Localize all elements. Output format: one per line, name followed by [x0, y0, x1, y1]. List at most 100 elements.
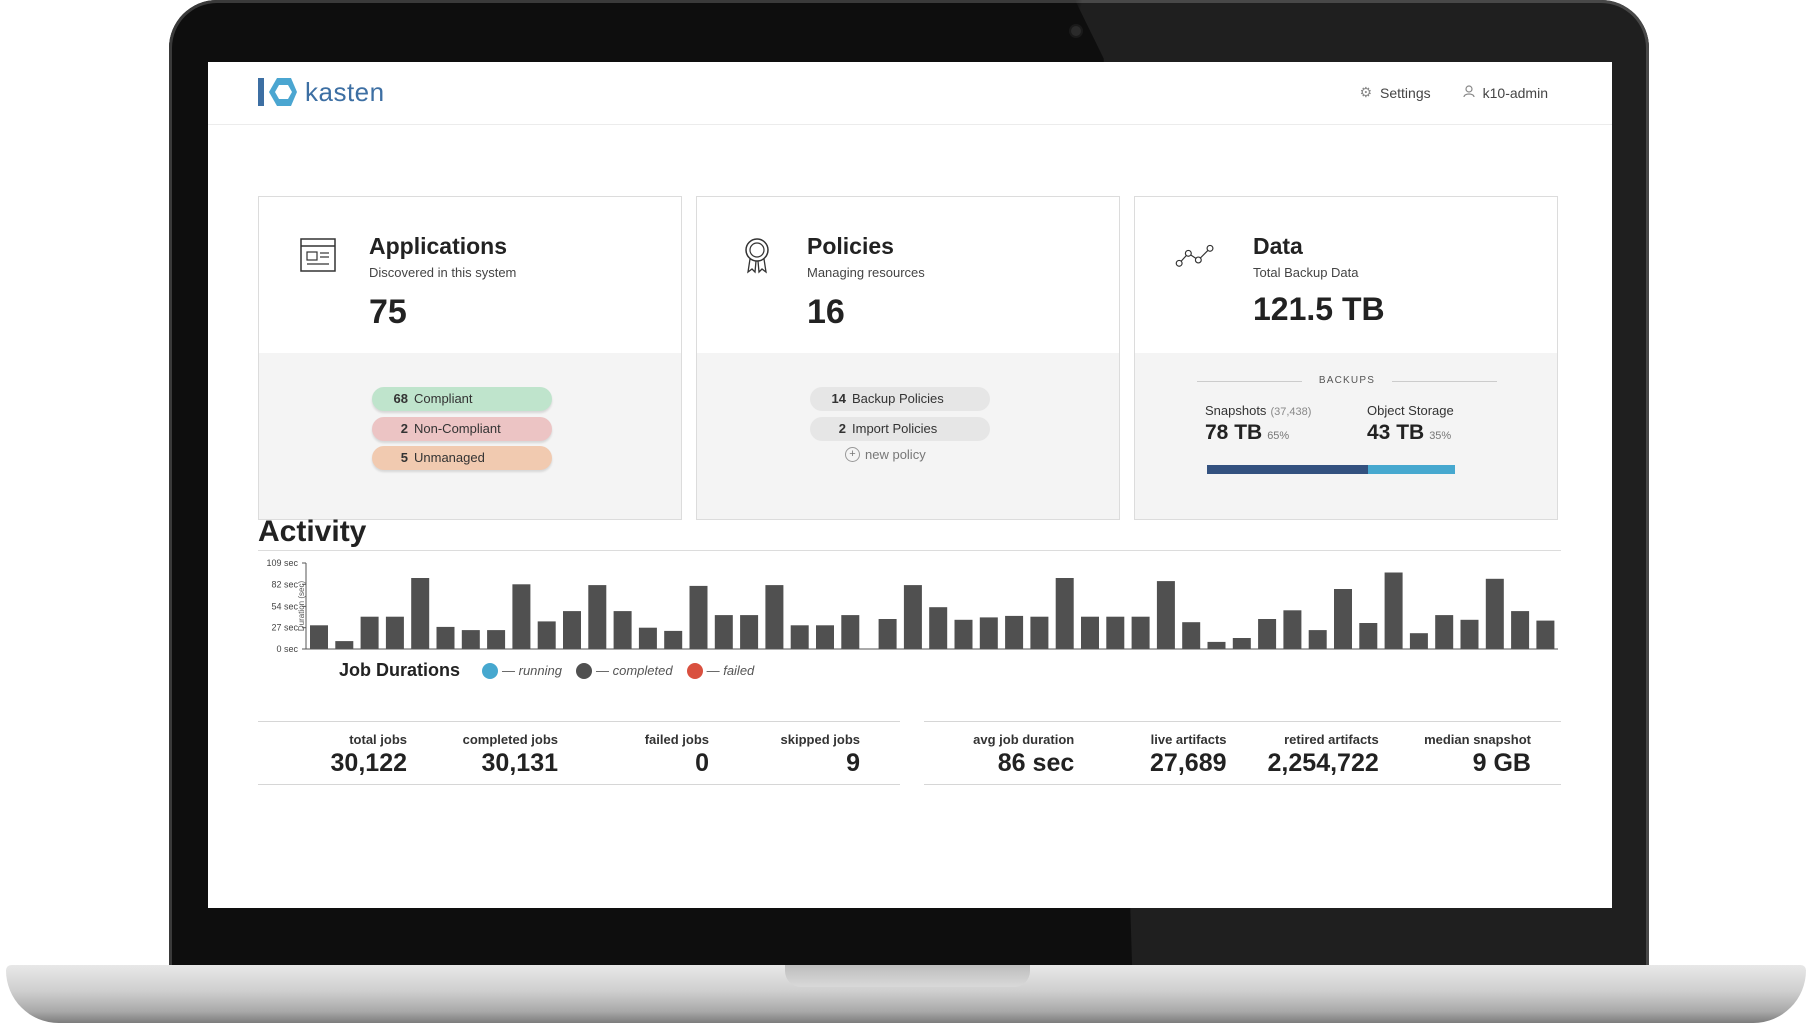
duration-bar[interactable] [461, 630, 480, 649]
duration-bar[interactable] [1283, 610, 1302, 649]
duration-bar[interactable] [1106, 616, 1125, 649]
duration-bar[interactable] [954, 619, 973, 649]
job-stats-right: avg job duration 86 sec live artifacts 2… [924, 721, 1561, 785]
duration-bar[interactable] [1536, 620, 1555, 649]
legend-completed[interactable]: — completed [576, 662, 673, 679]
duration-bar[interactable] [979, 617, 998, 649]
logo-text: kasten [305, 76, 385, 107]
policies-card-body: 14 Backup Policies 2 Import Policies + new… [697, 353, 1119, 519]
duration-bar[interactable] [1460, 619, 1479, 649]
duration-bar[interactable] [1207, 641, 1226, 649]
duration-bar[interactable] [1055, 578, 1074, 649]
backup-policies-count: 14 [831, 391, 846, 406]
user-icon [1463, 84, 1475, 101]
duration-bar[interactable] [385, 616, 404, 649]
import-policies-pill[interactable]: 2 Import Policies [810, 417, 990, 441]
legend-completed-label: — completed [596, 663, 673, 678]
duration-bar[interactable] [878, 619, 897, 649]
non-compliant-label: Non-Compliant [414, 421, 501, 436]
legend-failed[interactable]: — failed [686, 662, 754, 679]
duration-bar[interactable] [1409, 633, 1428, 649]
y-axis: 0 sec 27 sec 54 sec 82 sec 109 sec [266, 558, 307, 654]
duration-bar[interactable] [563, 611, 581, 649]
application-window-icon [300, 238, 336, 272]
backup-policies-pill[interactable]: 14 Backup Policies [810, 387, 990, 411]
applications-card-header: Applications Discovered in this system 7… [259, 197, 681, 353]
duration-bar[interactable] [903, 585, 922, 649]
stat-label: median snapshot [1424, 732, 1531, 747]
duration-bar[interactable] [765, 585, 784, 649]
new-policy-label: new policy [865, 447, 926, 462]
job-stats-left: total jobs 30,122 completed jobs 30,131 … [258, 721, 900, 785]
data-card[interactable]: Data Total Backup Data 121.5 TB BACKUPS … [1134, 196, 1558, 520]
duration-bar[interactable] [1156, 581, 1175, 649]
duration-bar[interactable] [841, 615, 860, 649]
stat-median-snapshot: median snapshot 9 GB [1381, 722, 1561, 784]
y-axis-label: Duration (sec) [297, 581, 306, 632]
top-bar: kasten ⚙ Settings k10-admin [208, 62, 1612, 125]
duration-bar[interactable] [689, 585, 708, 649]
duration-bar[interactable] [436, 626, 455, 649]
duration-bar[interactable] [411, 578, 430, 649]
settings-label: Settings [1380, 84, 1431, 101]
duration-bar[interactable] [1081, 616, 1099, 649]
logo[interactable]: kasten [257, 76, 385, 108]
settings-link[interactable]: ⚙ Settings [1359, 84, 1430, 101]
duration-bar[interactable] [335, 641, 354, 649]
duration-bar[interactable] [613, 611, 632, 649]
policies-subtitle: Managing resources [807, 265, 925, 280]
laptop-notch [785, 965, 1030, 987]
duration-bar[interactable] [1435, 615, 1454, 649]
duration-bar[interactable] [664, 630, 683, 649]
unmanaged-pill[interactable]: 5 Unmanaged [372, 446, 552, 470]
data-title: Data [1253, 233, 1303, 259]
import-policies-count: 2 [838, 421, 846, 436]
duration-bar[interactable] [1131, 616, 1150, 649]
y-tick-label: 0 sec [276, 644, 298, 654]
stat-value: 0 [695, 749, 709, 777]
job-durations-chart: 0 sec 27 sec 54 sec 82 sec 109 sec Duration … [266, 558, 1558, 654]
top-nav: ⚙ Settings k10-admin [1327, 84, 1548, 101]
applications-card[interactable]: Applications Discovered in this system 7… [258, 196, 682, 520]
duration-bar[interactable] [1485, 578, 1504, 649]
plus-circle-icon: + [845, 447, 860, 462]
user-menu[interactable]: k10-admin [1463, 84, 1548, 101]
duration-bar[interactable] [790, 625, 809, 649]
duration-bar[interactable] [1182, 622, 1201, 649]
duration-bar[interactable] [1232, 638, 1251, 649]
backups-label: BACKUPS [1197, 375, 1497, 386]
duration-bar[interactable] [638, 627, 657, 649]
stat-value: 30,122 [330, 749, 407, 777]
duration-bar[interactable] [1308, 630, 1327, 649]
duration-bar[interactable] [1511, 611, 1530, 649]
object-storage-size: 43 TB [1367, 421, 1425, 444]
duration-bar[interactable] [714, 615, 733, 649]
non-compliant-pill[interactable]: 2 Non-Compliant [372, 417, 552, 441]
duration-bar[interactable] [512, 584, 531, 649]
duration-bar[interactable] [360, 616, 379, 649]
policies-card[interactable]: Policies Managing resources 16 14 Backup … [696, 196, 1120, 520]
legend-running[interactable]: — running [482, 662, 562, 679]
duration-bar[interactable] [588, 585, 607, 649]
running-dot-icon [482, 662, 499, 679]
activity-divider [258, 550, 1561, 551]
duration-bar[interactable] [537, 621, 556, 649]
stat-value: 9 GB [1472, 749, 1531, 777]
duration-bar[interactable] [929, 607, 948, 649]
duration-bar[interactable] [816, 625, 834, 649]
duration-bar[interactable] [1258, 619, 1277, 649]
stat-label: total jobs [349, 732, 407, 747]
duration-bar[interactable] [740, 615, 759, 649]
line-graph-icon [1175, 244, 1214, 267]
data-card-header: Data Total Backup Data 121.5 TB [1135, 197, 1557, 353]
duration-bar[interactable] [1030, 616, 1049, 649]
duration-bar[interactable] [1334, 589, 1352, 649]
duration-bar[interactable] [1384, 572, 1403, 650]
new-policy-link[interactable]: + new policy [845, 447, 926, 462]
compliant-count: 68 [393, 391, 408, 406]
duration-bar[interactable] [1005, 615, 1024, 649]
duration-bar[interactable] [487, 630, 506, 649]
duration-bar[interactable] [1359, 623, 1378, 649]
duration-bar[interactable] [310, 625, 328, 649]
compliant-pill[interactable]: 68 Compliant [372, 387, 552, 411]
